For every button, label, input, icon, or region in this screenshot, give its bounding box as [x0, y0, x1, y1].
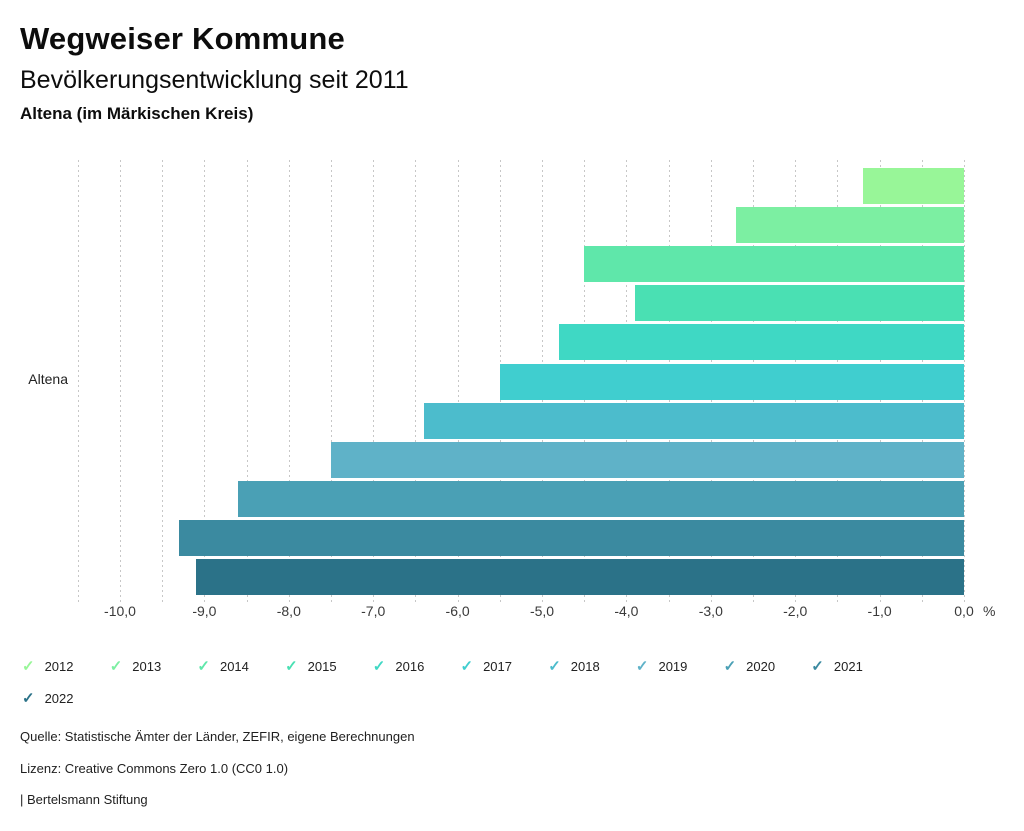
gridline: [373, 160, 375, 604]
x-tick-label: 0,0: [954, 603, 974, 619]
x-tick-label: -2,0: [783, 603, 808, 619]
legend-label: 2012: [44, 658, 74, 674]
bar-2021[interactable]: [179, 519, 964, 556]
bar-2022[interactable]: [195, 559, 964, 595]
checkmark-icon: ✓: [635, 657, 649, 675]
legend-label: 2022: [44, 690, 74, 706]
gridline: [204, 160, 206, 604]
gridline: [288, 160, 290, 604]
legend-label: 2019: [658, 658, 688, 674]
checkmark-icon: ✓: [22, 657, 35, 675]
license-note: Lizenz: Creative Commons Zero 1.0 (CC0 1…: [20, 761, 289, 776]
legend-label: 2020: [746, 658, 776, 674]
bar-2013[interactable]: [736, 207, 964, 244]
checkmark-icon: ✓: [811, 657, 824, 675]
legend-item-2017[interactable]: ✓ 2017: [461, 657, 513, 675]
legend-label: 2013: [132, 658, 162, 674]
page-title: Wegweiser Kommune: [20, 21, 345, 56]
x-tick-label: -9,0: [192, 603, 217, 619]
legend-item-2018[interactable]: ✓ 2018: [548, 657, 600, 675]
x-tick-label: -4,0: [614, 603, 639, 619]
x-tick-label: -8,0: [276, 603, 301, 619]
gridline: [457, 160, 459, 604]
legend-label: 2018: [570, 658, 600, 674]
gridline: [331, 160, 332, 604]
gridline: [120, 160, 121, 604]
legend-label: 2021: [833, 658, 863, 674]
legend-item-2014[interactable]: ✓ 2014: [197, 657, 249, 675]
checkmark-icon: ✓: [285, 657, 298, 675]
legend-item-2015[interactable]: ✓ 2015: [285, 657, 337, 675]
bar-2019[interactable]: [331, 441, 964, 478]
legend-label: 2015: [307, 658, 337, 674]
bar-2018[interactable]: [423, 402, 964, 439]
gridline: [964, 160, 965, 604]
checkmark-icon: ✓: [22, 689, 35, 707]
bar-2014[interactable]: [584, 246, 964, 283]
legend-item-2013[interactable]: ✓ 2013: [110, 657, 162, 675]
axis-unit-label: %: [983, 603, 996, 619]
checkmark-icon: ✓: [109, 657, 123, 675]
bar-2016[interactable]: [558, 324, 964, 361]
gridline: [162, 160, 164, 604]
gridline: [77, 160, 79, 604]
legend-item-2016[interactable]: ✓ 2016: [373, 657, 425, 675]
legend-label: 2016: [395, 658, 425, 674]
chart-region: Altena (im Märkischen Kreis): [20, 104, 254, 123]
checkmark-icon: ✓: [372, 657, 386, 675]
bar-2015[interactable]: [634, 285, 964, 322]
legend-label: 2017: [483, 658, 512, 674]
legend-item-2021[interactable]: ✓ 2021: [811, 657, 863, 675]
x-tick-label: -10,0: [104, 603, 136, 619]
x-tick-label: -3,0: [698, 603, 723, 619]
bar-2017[interactable]: [499, 363, 964, 400]
x-tick-label: -6,0: [445, 603, 470, 619]
x-tick-label: -5,0: [529, 603, 555, 619]
x-tick-label: -7,0: [361, 603, 386, 619]
legend-item-2022[interactable]: ✓ 2022: [22, 689, 74, 707]
x-tick-label: -1,0: [867, 603, 892, 619]
gridline: [415, 160, 417, 604]
legend-item-2012[interactable]: ✓ 2012: [22, 657, 74, 675]
checkmark-icon: ✓: [460, 657, 474, 675]
source-note: Quelle: Statistische Ämter der Länder, Z…: [20, 729, 415, 744]
brand-note: | Bertelsmann Stiftung: [20, 792, 148, 807]
gridline: [246, 160, 248, 604]
legend-item-2020[interactable]: ✓ 2020: [724, 657, 776, 675]
legend-item-2019[interactable]: ✓ 2019: [636, 657, 688, 675]
bar-2012[interactable]: [862, 168, 964, 204]
bar-2020[interactable]: [238, 480, 964, 517]
checkmark-icon: ✓: [548, 657, 561, 675]
checkmark-icon: ✓: [723, 657, 737, 675]
checkmark-icon: ✓: [197, 657, 210, 675]
legend-label: 2014: [219, 658, 249, 674]
chart-subtitle: Bevölkerungsentwicklung seit 2011: [20, 66, 409, 94]
category-label: Altena: [28, 371, 68, 387]
